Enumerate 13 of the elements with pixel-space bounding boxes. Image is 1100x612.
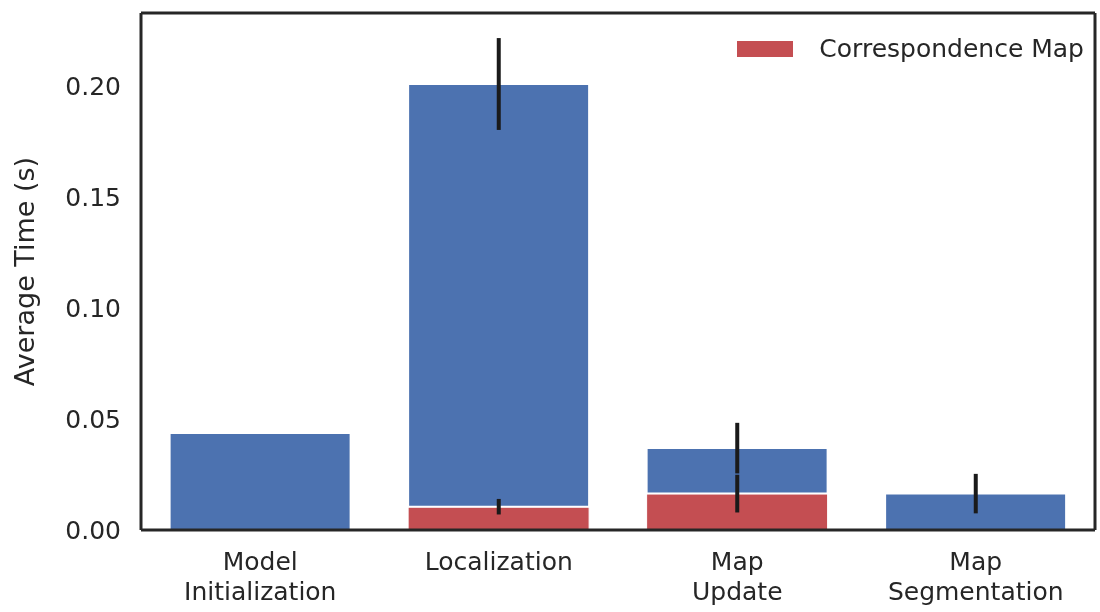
y-tick-label: 0.00 [65,515,121,545]
y-tick-label: 0.05 [65,404,121,434]
legend-label: Correspondence Map [819,34,1084,63]
y-tick-label: 0.10 [65,293,121,323]
y-tick-label: 0.15 [65,183,121,213]
y-tick-label: 0.20 [65,72,121,102]
x-tick-label: Model Initialization [184,547,337,606]
bar [884,492,1068,530]
y-axis-title: Average Time (s) [8,156,40,387]
x-tick-label: Map Update [691,547,783,606]
x-tick-label: Map Segmentation [887,547,1064,606]
x-tick-label: Localization [424,547,573,576]
bar [168,432,352,530]
